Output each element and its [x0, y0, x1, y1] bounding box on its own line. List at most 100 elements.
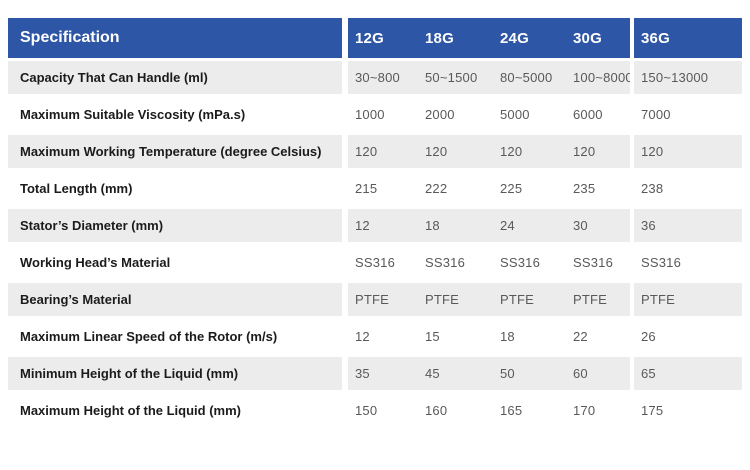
row-value: 30~800 [348, 61, 418, 94]
column-divider [342, 394, 348, 427]
column-divider [630, 135, 634, 168]
row-value: PTFE [493, 283, 566, 316]
row-value: SS316 [425, 255, 466, 270]
column-divider [342, 209, 348, 242]
row-value: 150 [355, 403, 378, 418]
row-value: 18 [418, 209, 493, 242]
header-column-12g: 12G [348, 18, 418, 58]
row-value: 30 [566, 209, 630, 242]
table-header-row: Specification 12G 18G 24G 30G 36G [8, 18, 742, 58]
row-value: 215 [355, 181, 378, 196]
row-label: Maximum Suitable Viscosity (mPa.s) [20, 107, 246, 122]
specification-table: Specification 12G 18G 24G 30G 36G Capacity Tha… [8, 18, 742, 431]
table-row: Maximum Working Temperature (degree Cels… [8, 135, 742, 168]
row-value: 225 [500, 181, 523, 196]
row-value: 2000 [425, 107, 455, 122]
column-divider [630, 18, 634, 58]
row-label: Maximum Height of the Liquid (mm) [20, 403, 241, 418]
row-value: 5000 [500, 107, 530, 122]
header-column-18g: 18G [418, 18, 493, 58]
row-value: PTFE [348, 283, 418, 316]
column-divider [342, 283, 348, 316]
row-value: 45 [418, 357, 493, 390]
column-divider [630, 283, 634, 316]
column-divider [630, 209, 634, 242]
row-value: 15 [425, 329, 440, 344]
row-label: Capacity That Can Handle (ml) [8, 61, 342, 94]
row-value: 36 [634, 209, 742, 242]
row-label: Bearing’s Material [8, 283, 342, 316]
column-divider [342, 18, 348, 58]
table-row: Total Length (mm) 215 222 225 235 238 [8, 172, 742, 205]
row-value: 12 [355, 329, 370, 344]
row-value: 238 [641, 181, 664, 196]
row-value: SS316 [641, 255, 682, 270]
table-row: Bearing’s Material PTFE PTFE PTFE PTFE PTFE [8, 283, 742, 316]
column-divider [342, 172, 348, 205]
column-divider [342, 320, 348, 353]
table-row: Maximum Suitable Viscosity (mPa.s) 1000 20… [8, 98, 742, 131]
column-divider [342, 357, 348, 390]
column-divider [342, 98, 348, 131]
table-row: Stator’s Diameter (mm) 12 18 24 30 36 [8, 209, 742, 242]
row-value: 60 [566, 357, 630, 390]
row-value: PTFE [418, 283, 493, 316]
row-value: 120 [418, 135, 493, 168]
row-value: 22 [573, 329, 588, 344]
column-divider [630, 394, 634, 427]
row-value: 165 [500, 403, 523, 418]
row-value: 170 [573, 403, 596, 418]
row-value: 222 [425, 181, 448, 196]
row-value: 120 [566, 135, 630, 168]
row-value: 50 [493, 357, 566, 390]
row-value: SS316 [573, 255, 614, 270]
row-value: PTFE [566, 283, 630, 316]
row-value: 35 [348, 357, 418, 390]
row-value: 65 [634, 357, 742, 390]
column-divider [630, 172, 634, 205]
column-divider [342, 135, 348, 168]
row-value: 120 [348, 135, 418, 168]
row-value: 100~8000 [566, 61, 630, 94]
row-value: 80~5000 [493, 61, 566, 94]
row-value: 24 [493, 209, 566, 242]
row-label: Maximum Working Temperature (degree Cels… [8, 135, 342, 168]
row-label: Total Length (mm) [20, 181, 133, 196]
column-divider [342, 246, 348, 279]
row-value: 12 [348, 209, 418, 242]
row-label: Stator’s Diameter (mm) [8, 209, 342, 242]
column-divider [630, 61, 634, 94]
column-divider [630, 357, 634, 390]
row-value: PTFE [634, 283, 742, 316]
row-value: 18 [500, 329, 515, 344]
row-value: 26 [641, 329, 656, 344]
column-divider [630, 246, 634, 279]
table-row: Working Head’s Material SS316 SS316 SS316 SS… [8, 246, 742, 279]
table-row: Maximum Height of the Liquid (mm) 150 160 1… [8, 394, 742, 427]
row-value: 175 [641, 403, 664, 418]
row-value: 7000 [641, 107, 671, 122]
column-divider [630, 98, 634, 131]
row-value: 6000 [573, 107, 603, 122]
row-value: SS316 [500, 255, 541, 270]
header-specification-label: Specification [8, 18, 342, 58]
table-row: Capacity That Can Handle (ml) 30~800 50~15… [8, 61, 742, 94]
table-row: Maximum Linear Speed of the Rotor (m/s) 1… [8, 320, 742, 353]
row-value: 160 [425, 403, 448, 418]
header-column-36g: 36G [634, 18, 742, 58]
header-column-30g: 30G [566, 18, 630, 58]
row-label: Minimum Height of the Liquid (mm) [8, 357, 342, 390]
row-value: SS316 [355, 255, 396, 270]
row-value: 150~13000 [634, 61, 742, 94]
header-column-24g: 24G [493, 18, 566, 58]
row-value: 1000 [355, 107, 385, 122]
table-row: Minimum Height of the Liquid (mm) 35 45 50 6… [8, 357, 742, 390]
row-value: 50~1500 [418, 61, 493, 94]
column-divider [342, 61, 348, 94]
row-label: Maximum Linear Speed of the Rotor (m/s) [20, 329, 278, 344]
row-label: Working Head’s Material [20, 255, 171, 270]
row-value: 120 [634, 135, 742, 168]
row-value: 235 [573, 181, 596, 196]
column-divider [630, 320, 634, 353]
